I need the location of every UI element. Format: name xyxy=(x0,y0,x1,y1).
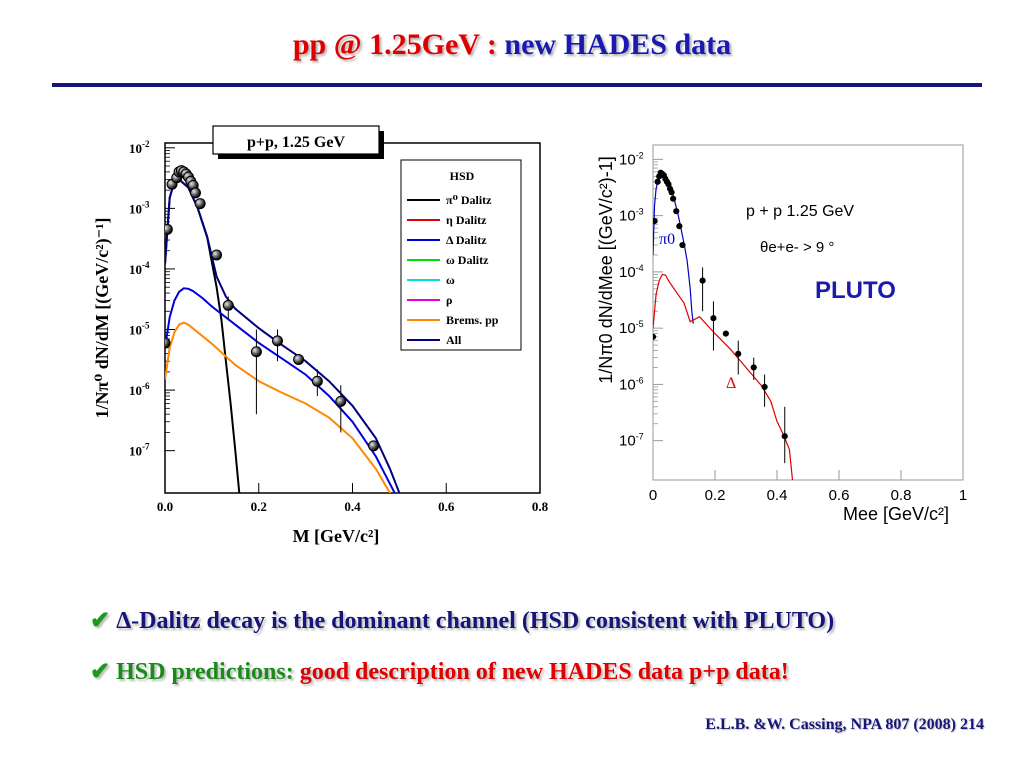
hsd-title-box xyxy=(212,125,380,155)
hsd-series-line xyxy=(165,321,392,493)
pluto-data-point xyxy=(679,241,686,249)
hsd-series-line xyxy=(165,178,401,493)
pluto-data-point xyxy=(676,223,683,230)
pluto-y-tick-label: 10-6 xyxy=(619,375,644,393)
hsd-x-tick-label: 0.0 xyxy=(157,499,173,514)
pluto-pi0-label: π0 xyxy=(659,231,675,248)
hsd-x-tick-label: 0.6 xyxy=(438,499,455,514)
pluto-series-line xyxy=(653,273,794,480)
pluto-x-axis-label: Mee [GeV/c²] xyxy=(843,504,949,524)
hsd-data-point xyxy=(222,299,234,311)
hsd-y-tick-label: 10-3 xyxy=(129,199,150,216)
bullet-1-text: Δ-Dalitz decay is the dominant channel (… xyxy=(116,608,835,634)
pluto-y-tick-label: 10-5 xyxy=(619,319,644,337)
pluto-cut-label: θe+e- > 9 ° xyxy=(760,239,834,256)
pluto-y-axis-label: 1/Nπ0 dN/dMee [(GeV/c²)-1] xyxy=(596,156,616,384)
pluto-data-point xyxy=(699,277,706,284)
hsd-x-axis-label: M [GeV/c²] xyxy=(293,526,380,546)
pluto-y-tick-label: 10-7 xyxy=(619,432,644,450)
pluto-data-point xyxy=(750,364,757,371)
check-mark-icon: ✔ xyxy=(90,659,111,685)
bullet-2-red-text: good description of new HADES data p+p d… xyxy=(299,659,789,685)
hsd-data-point xyxy=(194,198,206,210)
hsd-y-tick-label: 10-4 xyxy=(129,260,150,277)
pluto-y-tick-label: 10-3 xyxy=(619,207,644,225)
pluto-delta-label: Δ xyxy=(726,375,736,392)
hsd-legend-label: ω Dalitz xyxy=(446,253,489,267)
hsd-series-line xyxy=(165,287,396,493)
pluto-data-point xyxy=(673,208,680,215)
hsd-plot-area xyxy=(165,165,401,493)
pluto-frame xyxy=(652,144,964,481)
hsd-legend-box xyxy=(400,159,522,351)
pluto-data-point xyxy=(735,350,742,357)
citation: E.L.B. &W. Cassing, NPA 807 (2008) 214 xyxy=(705,716,984,733)
hsd-data-point xyxy=(368,440,380,452)
pluto-y-tick-label: 10-4 xyxy=(619,263,644,281)
pluto-y-tick-label: 10-2 xyxy=(619,150,644,168)
hsd-legend-label: Brems. pp xyxy=(446,313,499,327)
bullet-2: ✔ HSD predictions: good description of ne… xyxy=(90,657,789,686)
title-part-2: new HADES data xyxy=(504,28,732,61)
hsd-y-axis-label: 1/Nπ⁰ dN/dM [(GeV/c²)⁻¹] xyxy=(92,217,113,418)
hsd-legend-label: Δ Dalitz xyxy=(446,233,487,247)
pluto-data-point xyxy=(710,315,717,322)
hsd-legend-label: π⁰ Dalitz xyxy=(446,193,492,207)
hsd-legend-label: ω xyxy=(446,273,455,287)
hsd-legend-label: η Dalitz xyxy=(446,213,487,227)
hsd-y-tick-label: 10-7 xyxy=(129,442,150,459)
pluto-x-tick-label: 0.8 xyxy=(891,487,912,504)
slide-title: pp @ 1.25GeV : new HADES data xyxy=(0,28,1024,62)
pluto-x-tick-label: 0.4 xyxy=(767,487,788,504)
pluto-data-point xyxy=(654,178,661,185)
pluto-plot-area xyxy=(653,169,794,480)
hsd-x-tick-label: 0.4 xyxy=(344,499,361,514)
hsd-legend-title: HSD xyxy=(450,169,475,183)
hsd-data-point xyxy=(165,223,173,235)
hsd-data-point xyxy=(335,395,347,407)
hsd-data-point xyxy=(293,353,305,365)
title-divider xyxy=(52,83,982,87)
check-mark-icon: ✔ xyxy=(90,608,111,634)
pluto-data-point xyxy=(668,189,675,196)
hsd-series-line xyxy=(165,178,241,493)
pluto-data-point xyxy=(653,217,658,225)
hsd-x-tick-label: 0.8 xyxy=(532,499,549,514)
hsd-x-tick-label: 0.2 xyxy=(251,499,267,514)
pluto-x-tick-label: 1 xyxy=(959,487,967,504)
bullet-1: ✔ Δ-Dalitz decay is the dominant channel … xyxy=(90,606,834,635)
pluto-label: PLUTO xyxy=(815,277,896,304)
hsd-legend-label: All xyxy=(446,333,462,347)
pluto-x-tick-label: 0 xyxy=(649,487,657,504)
hsd-data-point xyxy=(165,337,171,349)
pluto-x-tick-label: 0.6 xyxy=(829,487,850,504)
title-part-1: pp @ 1.25GeV : xyxy=(292,28,505,61)
hsd-data-point xyxy=(189,187,201,199)
hsd-legend-label: ρ xyxy=(446,293,452,307)
hsd-data-point xyxy=(250,346,262,358)
hsd-y-tick-label: 10-5 xyxy=(129,321,150,338)
pluto-data-point xyxy=(670,195,677,202)
pluto-data-point xyxy=(722,330,729,337)
pluto-chart-title: p + p 1.25 GeV xyxy=(746,203,854,220)
hsd-data-point xyxy=(272,335,283,347)
hsd-data-point xyxy=(211,249,223,261)
hsd-chart-title: p+p, 1.25 GeV xyxy=(247,134,345,151)
pluto-data-point xyxy=(781,433,788,440)
pluto-data-point xyxy=(761,383,768,391)
pluto-data-point xyxy=(653,333,657,340)
hsd-data-point xyxy=(311,375,323,387)
bullet-2-green-text: HSD predictions: xyxy=(116,659,300,685)
hsd-y-tick-label: 10-2 xyxy=(129,139,150,156)
pluto-x-tick-label: 0.2 xyxy=(705,487,726,504)
hsd-y-tick-label: 10-6 xyxy=(129,381,150,398)
